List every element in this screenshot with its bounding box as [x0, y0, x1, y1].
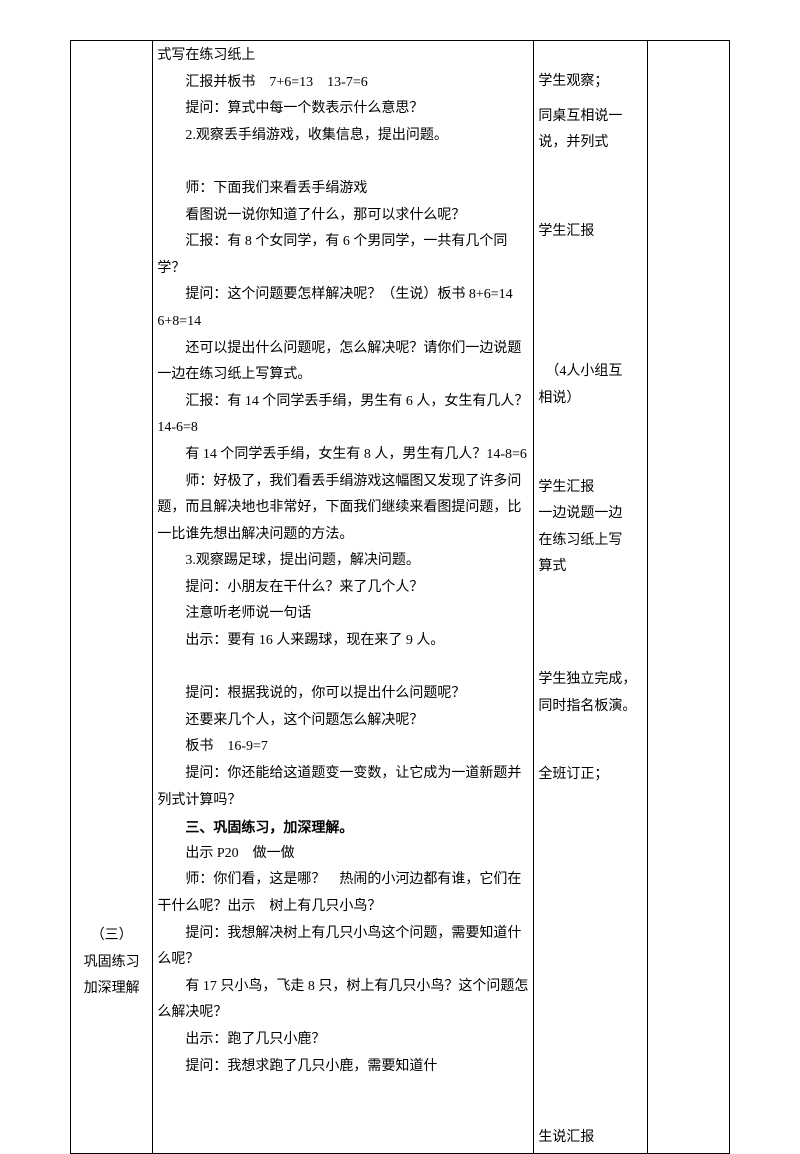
text-line: 3.观察踢足球，提出问题，解决问题。 — [157, 548, 529, 575]
note: 生说汇报 — [538, 1125, 642, 1152]
text-line: 有 14 个同学丢手绢，女生有 8 人，男生有几人？14-8=6 — [157, 442, 529, 469]
text-line: 注意听老师说一句话 — [157, 601, 529, 628]
text-line: 师：好极了，我们看丢手绢游戏这幅图又发现了许多问题，而且解决地也非常好，下面我们… — [157, 469, 529, 549]
text-line: 汇报并板书 7+6=13 13-7=6 — [157, 70, 529, 97]
note: 相说） — [538, 386, 642, 413]
text-line: 师：你们看，这是哪？ 热闹的小河边都有谁，它们在干什么呢？出示 树上有几只小鸟？ — [157, 867, 529, 920]
note: 同时指名板演。 — [538, 694, 642, 721]
student-activity-column: 学生观察； 同桌互相说一 说，并列式 学生汇报 （4人小组互 相说） 学生汇报 … — [534, 41, 647, 1154]
section-heading: 三、巩固练习，加深理解。 — [157, 814, 529, 841]
text-line: 师：下面我们来看丢手绢游戏 — [157, 176, 529, 203]
note: 学生汇报 — [538, 475, 642, 502]
text-line: 还可以提出什么问题呢，怎么解决呢？请你们一边说题一边在练习纸上写算式。 — [157, 336, 529, 389]
text-line: 提问：小朋友在干什么？来了几个人？ — [157, 575, 529, 602]
text-line: 看图说一说你知道了什么，那可以求什么呢？ — [157, 203, 529, 230]
lesson-plan-table: （三） 巩固练习 加深理解 式写在练习纸上 汇报并板书 7+6=13 13-7=… — [70, 40, 730, 1154]
text-line: 出示：要有 16 人来踢球，现在来了 9 人。 — [157, 628, 529, 655]
text-line: 提问：算式中每一个数表示什么意思？ — [157, 96, 529, 123]
stage-column: （三） 巩固练习 加深理解 — [71, 41, 153, 1154]
stage-label-1: （三） — [75, 923, 148, 950]
text-line: 2.观察丢手绢游戏，收集信息，提出问题。 — [157, 123, 529, 150]
note: 学生观察； — [538, 69, 642, 96]
blank-line — [157, 149, 529, 176]
note: 在练习纸上写 — [538, 528, 642, 555]
stage-label-3: 加深理解 — [75, 976, 148, 1003]
teacher-activity-column: 式写在练习纸上 汇报并板书 7+6=13 13-7=6 提问：算式中每一个数表示… — [153, 41, 534, 1154]
text-line: 提问：我想解决树上有几只小鸟这个问题，需要知道什么呢？ — [157, 921, 529, 974]
text-line: 提问：这个问题要怎样解决呢？（生说）板书 8+6=14 6+8=14 — [157, 282, 529, 335]
text-line: 汇报：有 14 个同学丢手绢，男生有 6 人，女生有几人？14-6=8 — [157, 389, 529, 442]
note: 一边说题一边 — [538, 501, 642, 528]
note: 全班订正； — [538, 762, 642, 789]
note: （4人小组互 — [538, 359, 642, 386]
text-line: 有 17 只小鸟，飞走 8 只，树上有几只小鸟？这个问题怎么解决呢？ — [157, 974, 529, 1027]
text-line: 出示 P20 做一做 — [157, 841, 529, 868]
remark-column — [647, 41, 729, 1154]
note: 学生独立完成， — [538, 667, 642, 694]
text-line: 提问：我想求跑了几只小鹿，需要知道什 — [157, 1054, 529, 1081]
note: 学生汇报 — [538, 219, 642, 246]
text-line: 板书 16-9=7 — [157, 734, 529, 761]
text-line: 提问：你还能给这道题变一变数，让它成为一道新题并列式计算吗？ — [157, 761, 529, 814]
note: 说，并列式 — [538, 130, 642, 157]
stage-label-2: 巩固练习 — [75, 950, 148, 977]
text-line: 提问：根据我说的，你可以提出什么问题呢？ — [157, 681, 529, 708]
text-line: 汇报：有 8 个女同学，有 6 个男同学，一共有几个同学？ — [157, 229, 529, 282]
note: 同桌互相说一 — [538, 104, 642, 131]
text-line: 式写在练习纸上 — [157, 43, 529, 70]
note: 算式 — [538, 554, 642, 581]
text-line: 出示：跑了几只小鹿？ — [157, 1027, 529, 1054]
blank-line — [157, 655, 529, 682]
text-line: 还要来几个人，这个问题怎么解决呢？ — [157, 708, 529, 735]
